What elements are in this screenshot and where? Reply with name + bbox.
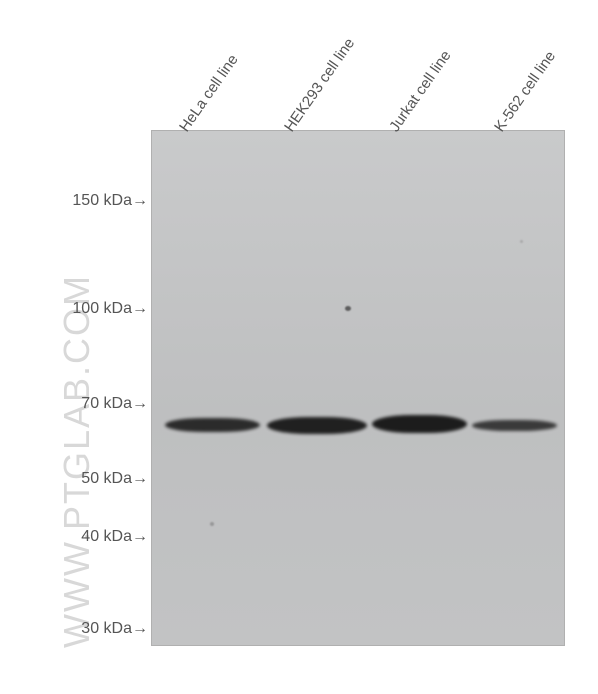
protein-band [165,418,260,432]
marker-label: 30 kDa→ [81,620,148,638]
western-blot-figure: WWW.PTGLAB.COM HeLa cell line HEK293 cell… [0,0,598,694]
artifact-speck [520,240,523,243]
lane-label: HeLa cell line [176,51,242,135]
lane-label: Jurkat cell line [386,47,454,135]
protein-band [372,415,467,433]
marker-label: 50 kDa→ [81,470,148,488]
artifact-speck [345,306,351,311]
blot-membrane [151,130,565,646]
lane-label: K-562 cell line [491,48,559,135]
marker-label: 70 kDa→ [81,395,148,413]
protein-band [472,420,557,431]
marker-label: 150 kDa→ [72,192,148,210]
marker-label: 40 kDa→ [81,528,148,546]
artifact-speck [210,522,214,526]
marker-label: 100 kDa→ [72,300,148,318]
protein-band [267,417,367,434]
watermark-text: WWW.PTGLAB.COM [56,274,98,648]
lane-label: HEK293 cell line [281,35,358,135]
